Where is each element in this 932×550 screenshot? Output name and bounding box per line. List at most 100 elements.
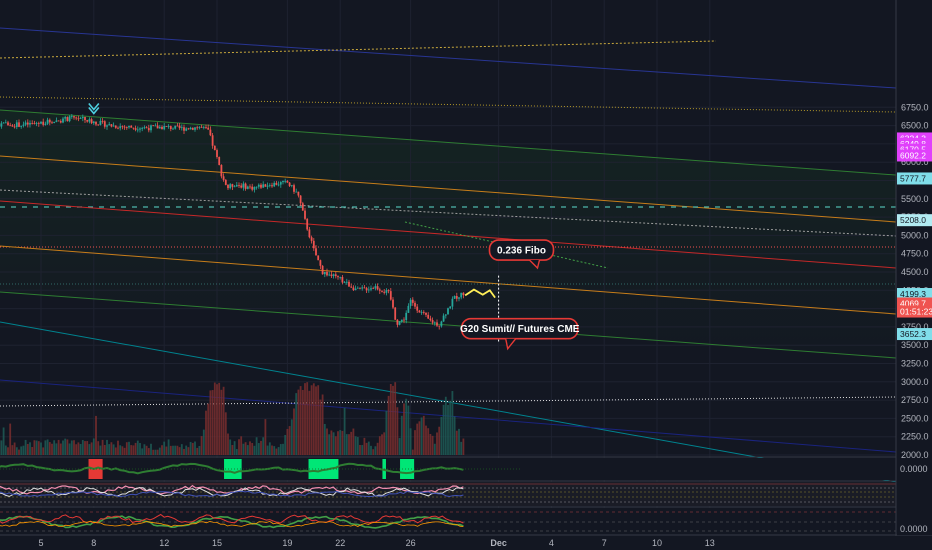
candle-body	[370, 288, 372, 290]
trendline-teal-long	[0, 321, 897, 483]
volume-bar	[13, 442, 16, 455]
candle-body	[86, 120, 89, 122]
y-tick-label: 5000.0	[901, 230, 929, 240]
candle-body	[75, 117, 78, 119]
candle-body	[372, 288, 375, 290]
trendline-orange-middle	[0, 155, 897, 223]
volume-bar	[429, 433, 432, 455]
volume-bar	[348, 434, 350, 455]
candle-body	[174, 125, 177, 129]
price-badge: 5208.0	[897, 214, 932, 227]
volume-bar	[273, 446, 276, 455]
volume-bar	[68, 443, 71, 455]
indicator-3-line-red	[0, 513, 464, 524]
volume-bar	[202, 429, 205, 455]
volume-bar	[277, 447, 280, 455]
candle-body	[15, 122, 18, 128]
candle-body	[22, 124, 25, 126]
y-tick-label: 3250.0	[901, 359, 929, 369]
candle-body	[420, 311, 423, 313]
fibo-callout[interactable]: 0.236 Fibo	[488, 239, 555, 270]
candle-body	[286, 180, 289, 183]
volume-bar	[315, 386, 317, 455]
indicator-2-line-white	[0, 487, 464, 497]
time-axis[interactable]	[0, 536, 932, 550]
volume-bar	[156, 449, 159, 455]
candle-body	[158, 126, 161, 129]
volume-bar	[334, 436, 337, 455]
volume-bars	[0, 382, 465, 455]
candle-body	[220, 164, 223, 177]
candle-body	[304, 210, 306, 219]
volume-bar	[409, 428, 412, 455]
volume-bar	[275, 448, 278, 455]
volume-bar	[442, 404, 445, 455]
candle-body	[279, 182, 282, 185]
volume-bar	[165, 446, 168, 455]
volume-bar	[147, 448, 150, 455]
candle-body	[374, 286, 377, 289]
candle-body	[156, 125, 159, 129]
volume-bar	[330, 430, 333, 455]
y-tick-label: 3000.0	[901, 377, 929, 387]
candle-body	[306, 218, 309, 230]
candle-body	[9, 125, 12, 127]
candle-body	[299, 195, 302, 204]
x-tick-label: 12	[159, 538, 169, 548]
candle-body	[339, 276, 342, 278]
price-badge-text: 3652.3	[900, 329, 926, 339]
candle-body	[308, 229, 311, 238]
candle-body	[90, 119, 93, 124]
y-tick-label: 4750.0	[901, 249, 929, 259]
x-tick-label: 5	[38, 538, 43, 548]
price-axis[interactable]	[897, 0, 932, 535]
price-badge-text: 4069.7	[900, 298, 926, 308]
candle-body	[343, 282, 346, 284]
trendline-orange-top-dotted	[0, 40, 717, 59]
candle-body	[240, 185, 243, 188]
candle-body	[2, 122, 5, 124]
volume-bar	[136, 440, 139, 455]
trendline-green-lower	[0, 291, 897, 359]
volume-bar	[394, 382, 397, 455]
candle-body	[180, 127, 183, 129]
candle-body	[233, 186, 236, 188]
volume-bar	[240, 436, 243, 455]
candle-body	[288, 182, 291, 186]
candle-body	[403, 319, 405, 321]
candle-body	[260, 184, 262, 188]
indicator-panes	[0, 456, 896, 535]
volume-bar	[306, 382, 309, 455]
g20-callout[interactable]: G20 Sumit// Futures CME	[460, 317, 580, 351]
trendline-green-upper	[0, 109, 897, 176]
indicator-3-line-orange	[0, 520, 464, 528]
x-tick-label: 4	[549, 538, 554, 548]
volume-bar	[376, 442, 379, 455]
volume-bar	[132, 445, 135, 455]
candle-body	[229, 184, 232, 189]
volume-bar	[35, 440, 38, 455]
x-tick-label: 22	[335, 538, 345, 548]
volume-bar	[172, 445, 174, 455]
trendline-red	[0, 200, 897, 269]
price-badge-text: 5777.7	[900, 173, 926, 183]
candle-body	[271, 185, 273, 187]
volume-bar	[405, 398, 408, 455]
volume-bar	[231, 444, 234, 455]
volume-bar	[9, 423, 12, 455]
candle-body	[242, 183, 245, 188]
candle-body	[277, 184, 280, 186]
candle-body	[262, 184, 265, 188]
volume-bar	[121, 446, 124, 455]
volume-bar	[414, 430, 416, 455]
candle-body	[143, 127, 146, 129]
x-tick-label: Dec	[490, 538, 507, 548]
candle-body	[57, 120, 60, 122]
volume-bar	[286, 428, 289, 455]
chart-annotations[interactable]: 0.236 Fibo G20 Sumit// Futures CME	[460, 239, 580, 351]
candle-body	[295, 191, 298, 193]
indicator-2-line-blue	[0, 490, 464, 498]
candle-body	[209, 129, 212, 136]
candle-body	[422, 311, 425, 313]
